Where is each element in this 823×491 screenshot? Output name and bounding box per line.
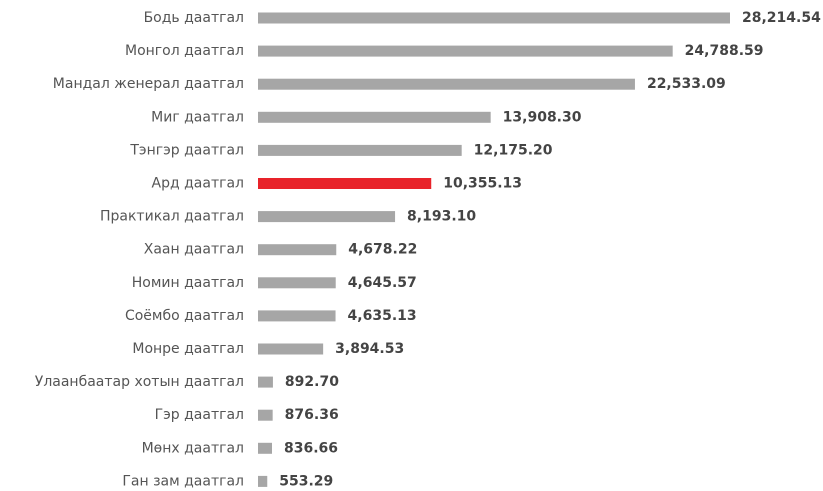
category-label: Практикал даатгал	[100, 209, 244, 225]
bar	[258, 442, 272, 454]
category-label: Улаанбаатар хотын даатгал	[35, 374, 244, 390]
category-label: Хаан даатгал	[144, 242, 244, 258]
category-label: Монре даатгал	[132, 341, 244, 357]
value-label: 22,533.09	[647, 76, 726, 92]
value-label: 28,214.54	[742, 10, 821, 26]
category-label: Ард даатгал	[152, 176, 244, 192]
value-label: 876.36	[285, 407, 339, 423]
bar	[258, 310, 336, 322]
value-label: 3,894.53	[335, 341, 404, 357]
category-label: Мандал женерал даатгал	[53, 76, 244, 92]
bar	[258, 277, 336, 289]
value-label: 4,678.22	[348, 242, 417, 258]
category-label: Бодь даатгал	[144, 10, 244, 26]
bar	[258, 244, 337, 256]
value-label: 10,355.13	[443, 176, 522, 192]
bar	[258, 45, 673, 57]
category-label: Гэр даатгал	[155, 407, 244, 423]
value-label: 12,175.20	[474, 142, 553, 158]
value-label: 8,193.10	[407, 209, 476, 225]
bar	[258, 12, 730, 24]
category-label: Миг даатгал	[151, 109, 244, 125]
value-label: 836.66	[284, 440, 338, 456]
bar	[258, 376, 273, 388]
category-label: Номин даатгал	[132, 275, 244, 291]
value-label: 892.70	[285, 374, 339, 390]
bar	[258, 144, 462, 156]
value-label: 4,645.57	[348, 275, 417, 291]
bar	[258, 111, 491, 123]
bar	[258, 211, 396, 223]
category-label: Соёмбо даатгал	[125, 308, 244, 324]
bar	[258, 178, 432, 189]
bar	[258, 343, 324, 355]
value-label: 24,788.59	[685, 43, 764, 59]
category-label: Монгол даатгал	[125, 43, 244, 59]
category-label: Тэнгэр даатгал	[129, 142, 244, 158]
bar	[258, 475, 268, 487]
bar	[258, 409, 273, 421]
value-label: 4,635.13	[348, 308, 417, 324]
category-label: Мөнх даатгал	[142, 440, 244, 456]
category-label: Ган зам даатгал	[122, 473, 244, 489]
bar	[258, 78, 635, 90]
value-label: 13,908.30	[503, 109, 582, 125]
value-label: 553.29	[279, 473, 333, 489]
